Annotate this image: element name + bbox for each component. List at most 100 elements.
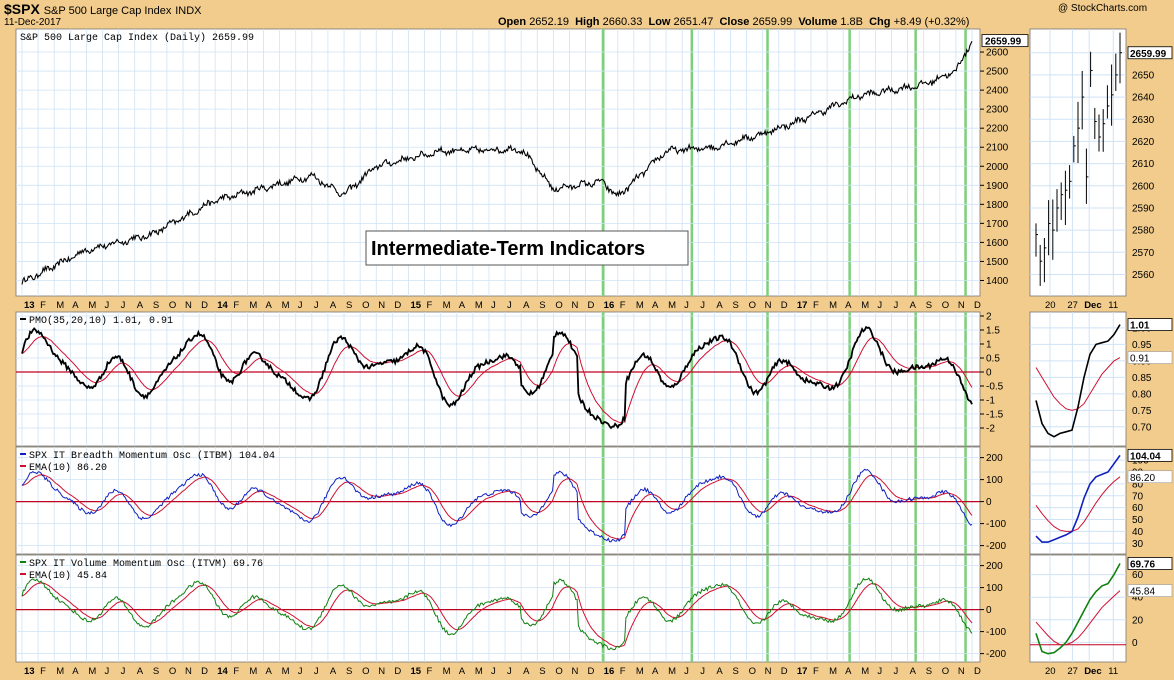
x-axis-label: 16	[604, 300, 615, 311]
y-tick-label: 1700	[986, 219, 1009, 230]
zoom-signal-label: 45.84	[1130, 587, 1155, 598]
y-tick-label: -0.5	[986, 382, 1004, 393]
x-axis-label: M	[668, 666, 676, 677]
x-axis-label: M	[249, 300, 257, 311]
y-tick-label: 2000	[986, 162, 1009, 173]
legend-signal: EMA(10) 45.84	[29, 570, 107, 582]
zoom-tick-label: 2630	[1132, 115, 1155, 126]
x-axis-label: A	[910, 300, 917, 311]
x-axis-label: S	[926, 300, 932, 311]
x-axis-label: S	[732, 300, 738, 311]
x-axis-label: N	[185, 666, 192, 677]
zoom-x-label: Dec	[1084, 666, 1101, 677]
x-axis-label: M	[861, 300, 869, 311]
oscillator-line	[21, 577, 973, 651]
zoom-tick-label: 0.85	[1132, 373, 1152, 384]
x-axis-label: F	[233, 300, 239, 311]
zoom-price-tag	[1127, 46, 1173, 60]
zoom-main-line	[1035, 454, 1121, 543]
zoom-signal-line	[1035, 590, 1121, 646]
zoom-tick-label: 20	[1132, 615, 1144, 626]
y-tick-label: 100	[986, 475, 1003, 486]
x-axis-label: J	[298, 666, 303, 677]
y-tick-label: 0	[986, 497, 992, 508]
x-axis-label: F	[40, 300, 46, 311]
y-tick-label: 0.5	[986, 354, 1000, 365]
x-axis-label: S	[346, 666, 352, 677]
x-axis-label: D	[974, 300, 981, 311]
zoom-tick-label: 2600	[1132, 181, 1155, 192]
x-axis-label: A	[266, 666, 273, 677]
zoom-x-label: 20	[1045, 666, 1056, 677]
pmo-title: PMO(35,20,10) 1.01, 0.91	[29, 315, 173, 327]
x-axis-label: F	[233, 666, 239, 677]
zoom-tick-label: 0.75	[1132, 406, 1152, 417]
x-axis-label: O	[749, 300, 756, 311]
zoom-tick-label: 60	[1132, 503, 1144, 514]
x-axis-label: D	[781, 666, 788, 677]
x-axis-label: O	[942, 300, 949, 311]
x-axis-label: O	[555, 300, 562, 311]
x-axis-label: F	[427, 300, 433, 311]
legend-signal: EMA(10) 86.20	[29, 462, 107, 474]
chart-date: 11-Dec-2017	[4, 17, 62, 28]
x-axis-label: J	[684, 666, 689, 677]
zoom-tick-label: 2640	[1132, 93, 1155, 104]
x-axis-label: 15	[410, 666, 421, 677]
x-axis-label: N	[958, 300, 965, 311]
x-axis-label: S	[926, 666, 932, 677]
x-axis-label: J	[121, 666, 126, 677]
x-axis-label: D	[588, 300, 595, 311]
x-axis-label: J	[507, 300, 512, 311]
x-axis-label: A	[137, 300, 144, 311]
high-value: 2660.33	[602, 16, 643, 28]
x-axis-label: J	[298, 300, 303, 311]
y-tick-label: 1	[986, 340, 992, 351]
panel-1	[15, 311, 981, 447]
x-axis-label: F	[813, 666, 819, 677]
x-axis-label: J	[684, 300, 689, 311]
zoom-signal-tag	[1127, 470, 1173, 484]
open-value: 2652.19	[529, 16, 569, 28]
x-axis-label: M	[475, 666, 483, 677]
zoom-tick-label: 2580	[1132, 226, 1155, 237]
x-axis-label: M	[88, 300, 96, 311]
x-axis-label: A	[845, 300, 852, 311]
ohlc-bar: Open 2652.19 High 2660.33 Low 2651.47 Cl…	[498, 16, 970, 28]
x-axis-label: J	[491, 666, 496, 677]
zoom-tick-label: 0	[1132, 638, 1138, 649]
y-tick-label: 100	[986, 583, 1003, 594]
x-axis-label: J	[507, 666, 512, 677]
close-value: 2659.99	[752, 16, 793, 28]
x-axis-label: M	[88, 666, 96, 677]
zoom-tick-label: 0.70	[1132, 422, 1152, 433]
x-axis-label: 15	[410, 300, 421, 311]
y-tick-label: 200	[986, 561, 1003, 572]
index-name: S&P 500 Large Cap Index	[43, 5, 172, 17]
x-axis-label: J	[877, 300, 882, 311]
x-axis-label: A	[459, 666, 466, 677]
x-axis-label: M	[636, 666, 644, 677]
annotation-text: Intermediate-Term Indicators	[371, 238, 645, 260]
zoom-tick-label: 30	[1132, 539, 1144, 550]
x-axis-label: A	[716, 300, 723, 311]
zoom-signal-line	[1035, 476, 1121, 532]
zoom-x-label: 11	[1108, 300, 1118, 311]
zoom-x-label: Dec	[1084, 300, 1101, 311]
y-tick-label: -1.5	[986, 410, 1004, 421]
x-axis-label: 14	[217, 300, 228, 311]
legend-main: SPX IT Breadth Momentum Osc (ITBM) 104.0…	[29, 450, 275, 462]
legend-main: SPX IT Volume Momentum Osc (ITVM) 69.76	[29, 558, 263, 570]
zoom-main-tag	[1127, 557, 1173, 570]
zoom-tick-label: 60	[1132, 570, 1144, 581]
x-axis-label: J	[121, 300, 126, 311]
zoom-tick-label: 2650	[1132, 70, 1155, 81]
x-axis-label: O	[942, 666, 949, 677]
x-axis-label: S	[346, 300, 352, 311]
x-axis-label: 14	[217, 666, 228, 677]
low-value: 2651.47	[673, 16, 714, 28]
zoom-price-label: 2659.99	[1130, 49, 1167, 60]
x-axis-label: J	[893, 666, 898, 677]
price-panel-title: S&P 500 Large Cap Index (Daily) 2659.99	[20, 32, 254, 44]
exchange: INDX	[175, 5, 202, 17]
